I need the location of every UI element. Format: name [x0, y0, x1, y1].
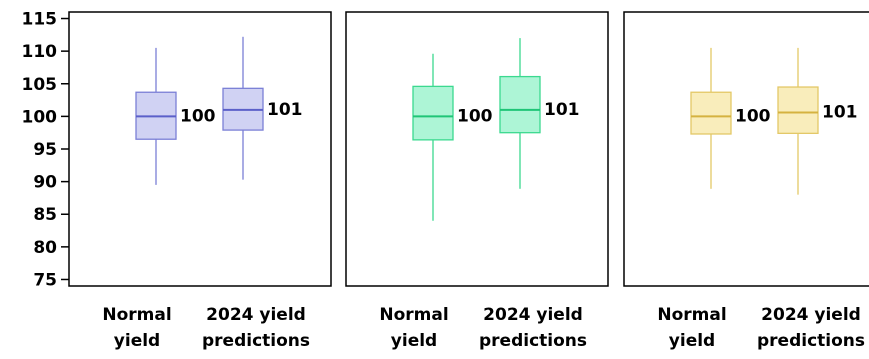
y-tick-label: 75: [33, 270, 57, 290]
panel-frame-3: [623, 11, 869, 287]
box-iqr: [499, 75, 541, 134]
box-iqr: [777, 86, 819, 134]
x-category-label: 2024 yield predictions: [202, 305, 310, 351]
y-tick-label: 105: [22, 75, 58, 95]
y-tick-label: 85: [33, 205, 57, 225]
y-tick-label: 90: [33, 173, 57, 193]
x-category-label: Normal yield: [102, 305, 171, 351]
y-tick-label: 80: [33, 238, 57, 258]
y-tick-label: 100: [22, 107, 58, 127]
box-iqr: [412, 85, 454, 141]
x-category-label: 2024 yield predictions: [757, 305, 865, 351]
median-label: 101: [544, 100, 580, 120]
panel-frame-1: [68, 11, 332, 287]
y-tick-label: 95: [33, 140, 57, 160]
median-label: 100: [735, 106, 771, 126]
panel-frame-2: [345, 11, 609, 287]
median-label: 101: [822, 102, 858, 122]
box-iqr: [690, 91, 732, 135]
x-category-label: Normal yield: [379, 305, 448, 351]
x-category-label: Normal yield: [657, 305, 726, 351]
y-tick-label: 110: [22, 42, 58, 62]
median-label: 100: [180, 106, 216, 126]
y-tick-label: 115: [22, 10, 58, 30]
median-label: 100: [457, 106, 493, 126]
median-label: 101: [267, 100, 303, 120]
x-category-label: 2024 yield predictions: [479, 305, 587, 351]
